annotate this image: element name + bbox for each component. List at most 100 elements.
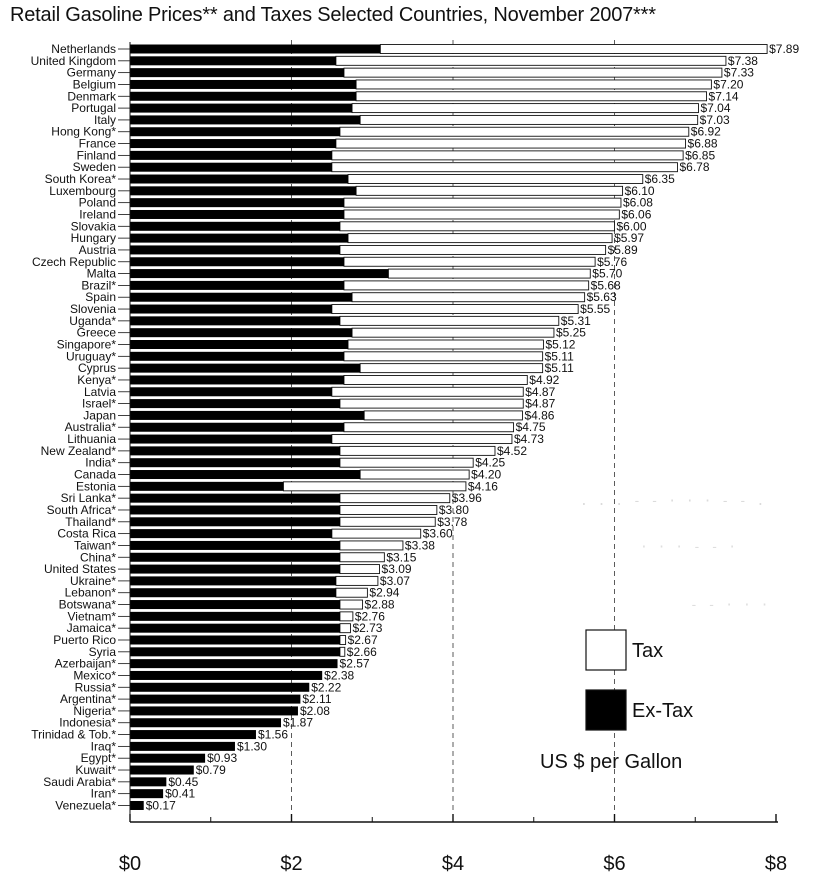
bar-ex-tax — [130, 186, 357, 196]
bar-ex-tax — [130, 198, 344, 208]
bar-ex-tax — [130, 434, 332, 444]
country-label: Austria — [79, 243, 117, 257]
legend-layer: Tax Ex-Tax US $ per Gallon — [540, 629, 693, 773]
legend-label: Ex-Tax — [632, 700, 693, 722]
bar-tax — [339, 445, 496, 456]
bar-tax — [363, 410, 523, 421]
country-label: Venezuela* — [55, 798, 116, 812]
bar-ex-tax — [130, 316, 340, 326]
country-label: Lithuania — [67, 432, 116, 446]
value-label: $6.88 — [688, 137, 718, 151]
bar-ex-tax — [130, 410, 365, 420]
bar-ex-tax — [130, 328, 353, 338]
bar-tax — [355, 185, 624, 196]
bar-ex-tax — [130, 257, 344, 267]
country-label: Azerbaijan* — [55, 657, 117, 671]
value-label: $7.03 — [700, 113, 730, 127]
value-label: $2.11 — [302, 692, 331, 706]
country-label: Estonia — [76, 479, 116, 493]
value-label: $2.38 — [324, 668, 354, 682]
country-label: Italy — [94, 113, 116, 127]
bar-tax — [343, 67, 723, 78]
value-label: $0.93 — [207, 751, 237, 765]
value-label: $5.63 — [587, 290, 617, 304]
bar-ex-tax — [130, 150, 332, 160]
country-label: Indonesia* — [59, 716, 116, 730]
country-label: Russia* — [75, 680, 117, 694]
bar-ex-tax — [130, 670, 323, 680]
bar-tax — [351, 327, 555, 338]
bar-ex-tax — [130, 351, 344, 361]
bars-layer — [130, 44, 768, 810]
bar-ex-tax — [130, 245, 340, 255]
value-label: $3.60 — [423, 527, 453, 541]
bar-tax — [339, 646, 346, 657]
country-label: Israel* — [82, 397, 116, 411]
bar-ex-tax — [130, 292, 353, 302]
bar-ex-tax — [130, 44, 381, 54]
value-label: $4.73 — [514, 432, 544, 446]
bar-tax — [343, 375, 528, 385]
country-label: Poland — [79, 196, 116, 210]
bar-ex-tax — [130, 174, 349, 184]
value-label: $0.45 — [168, 775, 198, 789]
country-label: Slovenia — [70, 302, 116, 316]
value-label: $5.70 — [592, 267, 622, 281]
value-label: $5.55 — [580, 302, 610, 316]
bar-tax — [339, 126, 690, 137]
bar-tax — [339, 564, 380, 575]
country-label: Brazil* — [81, 278, 116, 292]
bar-ex-tax — [130, 588, 336, 598]
country-label: Greece — [77, 326, 117, 340]
value-label: $7.38 — [728, 54, 758, 68]
value-label: $4.75 — [516, 420, 546, 434]
country-label: Iraq* — [91, 739, 117, 753]
bar-ex-tax — [130, 481, 284, 491]
bar-ex-tax — [130, 576, 336, 586]
value-label: $5.11 — [545, 361, 574, 375]
legend-label: Tax — [632, 640, 663, 662]
country-label: Latvia — [84, 385, 116, 399]
axis-layer: $0 $2 $4 $6 $8 — [119, 42, 787, 875]
country-label: Argentina* — [60, 692, 116, 706]
value-label: $4.20 — [471, 468, 501, 482]
bar-tax — [347, 174, 644, 184]
value-label: $4.16 — [468, 479, 498, 493]
bar-tax — [339, 315, 560, 326]
bar-ex-tax — [130, 162, 332, 172]
country-label: New Zealand* — [41, 444, 117, 458]
bar-ex-tax — [130, 446, 340, 456]
value-label: $5.76 — [597, 255, 627, 269]
bar-tax — [359, 363, 544, 374]
bar-ex-tax — [130, 115, 361, 125]
country-label: Jamaica* — [67, 621, 117, 635]
bar-tax — [347, 233, 613, 244]
bar-ex-tax — [130, 552, 340, 562]
value-label: $2.76 — [355, 609, 385, 623]
value-label: $7.33 — [724, 66, 754, 80]
bar-tax — [335, 575, 379, 586]
bar-ex-tax — [130, 79, 357, 89]
bar-ex-tax — [130, 68, 344, 78]
country-label: Saudi Arabia* — [43, 775, 116, 789]
value-label: $4.86 — [524, 408, 554, 422]
value-label: $2.88 — [365, 598, 395, 612]
bar-tax — [335, 138, 687, 149]
bar-tax — [359, 469, 470, 480]
bar-tax — [339, 398, 524, 409]
x-tick-label: $4 — [442, 853, 464, 875]
bar-tax — [339, 599, 364, 610]
bar-tax — [331, 304, 579, 314]
value-label: $5.97 — [614, 231, 644, 245]
bar-ex-tax — [130, 103, 353, 113]
bar-tax — [355, 79, 712, 90]
bar-ex-tax — [130, 800, 144, 810]
country-label: Ireland — [79, 207, 116, 221]
value-label: $5.11 — [545, 349, 574, 363]
value-label: $3.15 — [386, 550, 416, 564]
country-label: Sweden — [73, 160, 116, 174]
value-label: $7.04 — [700, 101, 730, 115]
bar-tax — [343, 256, 596, 267]
value-label: $2.57 — [340, 657, 370, 671]
